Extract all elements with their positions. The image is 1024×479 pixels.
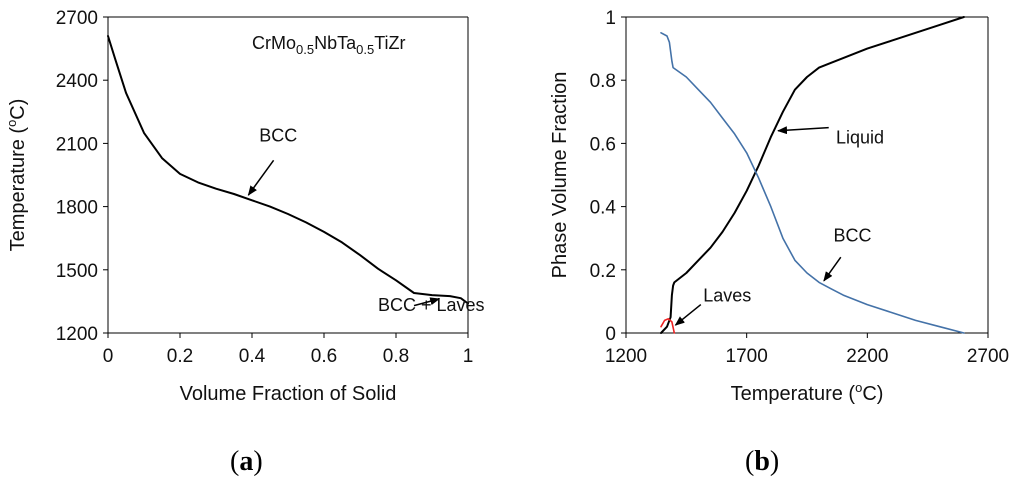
chart-b-ytick-label: 0 <box>605 324 616 345</box>
chart-a-annotation: BCC <box>259 125 297 145</box>
chart-a-series-solidification <box>107 35 469 305</box>
chart-b-ylabel: Phase Volume Fraction <box>549 72 571 279</box>
chart-b-ytick-label: 0.8 <box>590 71 616 92</box>
chart-a-annotation: BCC + Laves <box>378 295 485 315</box>
chart-a-xtick-label: 0.8 <box>383 346 409 367</box>
chart-a-xtick-label: 0 <box>103 346 114 367</box>
chart-a-composition: CrMo0.5NbTa0.5TiZr <box>252 33 406 57</box>
chart-a-ylabel: Temperature (oC) <box>4 99 29 252</box>
chart-b-series-bcc <box>660 31 965 334</box>
chart-b-ytick-label: 0.4 <box>590 198 617 219</box>
chart-b-annotation-arrow <box>777 126 829 135</box>
chart-b-xtick-label: 2700 <box>967 346 1009 367</box>
chart-b-xtick-label: 1700 <box>726 346 768 367</box>
chart-a-annotation-arrow <box>413 297 441 307</box>
chart-a-ytick-label: 2100 <box>56 134 98 155</box>
chart-a-annotation-arrow <box>247 159 275 196</box>
chart-b-ytick-label: 1 <box>605 8 616 29</box>
chart-b-annotation-arrow <box>823 256 842 282</box>
chart-a-ytick-label: 1800 <box>56 198 98 219</box>
chart-a-xtick-label: 0.2 <box>167 346 193 367</box>
chart-b-xtick-label: 2200 <box>846 346 888 367</box>
chart-b-annotation: Laves <box>703 285 751 305</box>
chart-a: 0 0.2 0.4 0.6 0.8 1 1200 1500 1800 2100 2400 2700 B… <box>4 8 485 477</box>
chart-a-xtick-label: 0.6 <box>311 346 337 367</box>
chart-b-series-laves <box>660 317 676 334</box>
chart-b-annotation: BCC <box>834 225 872 245</box>
chart-b-panel-label: (b) <box>745 446 779 477</box>
chart-b: 1200 1700 2200 2700 0 0.2 0.4 0.6 0.8 1 Liquid BCC… <box>549 8 1009 477</box>
chart-b-annotation: Liquid <box>836 127 884 147</box>
chart-b-annotation-arrow <box>674 303 702 326</box>
chart-a-ytick-label: 1200 <box>56 324 98 345</box>
chart-a-xtick-label: 1 <box>463 346 474 367</box>
chart-a-ytick-label: 2400 <box>56 71 98 92</box>
chart-b-series-liquid <box>660 16 965 334</box>
chart-a-panel-label: (a) <box>230 446 263 477</box>
chart-a-ytick-label: 2700 <box>56 8 98 29</box>
chart-a-xtick-label: 0.4 <box>239 346 266 367</box>
chart-b-ytick-label: 0.2 <box>590 261 616 282</box>
chart-a-ytick-label: 1500 <box>56 261 98 282</box>
chart-b-ytick-label: 0.6 <box>590 134 616 155</box>
chart-a-xlabel: Volume Fraction of Solid <box>180 383 397 405</box>
chart-b-xlabel: Temperature (oC) <box>731 380 884 405</box>
chart-b-xtick-label: 1200 <box>605 346 647 367</box>
